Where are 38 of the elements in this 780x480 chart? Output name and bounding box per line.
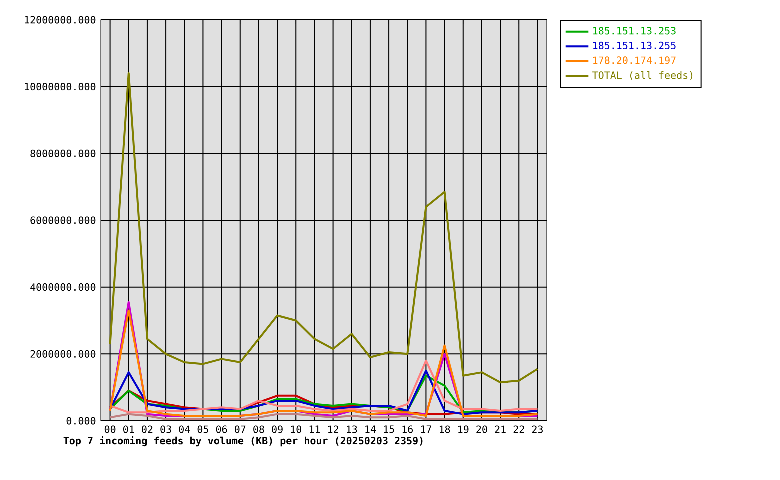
x-tick-label: 13 (347, 426, 358, 434)
x-tick-label: 06 (216, 426, 228, 434)
x-tick-label: 04 (179, 426, 190, 434)
x-tick-label: 09 (272, 426, 283, 434)
y-tick-label: 12000000.000 (25, 16, 96, 24)
x-tick-label: 00 (104, 426, 116, 434)
text: Top 7 incoming feeds by volume (KB) per hour (20250203 2359) (64, 436, 423, 447)
line-series (109, 72, 539, 384)
x-tick-label: 20 (476, 426, 488, 434)
x-tick-label: 21 (495, 426, 506, 434)
x-tick-label: 22 (514, 426, 524, 434)
x-tick-label: 16 (402, 426, 413, 434)
x-tick-label: 23 (532, 426, 543, 434)
y-tick-label: 2000000.000 (30, 350, 96, 358)
x-tick-label: 08 (254, 426, 264, 434)
legend-label: 178.20.174.197 (594, 56, 676, 64)
x-tick-label: 07 (235, 426, 246, 434)
legend-label: 185.151.13.255 (594, 42, 676, 50)
y-tick-label: 6000000.000 (30, 216, 96, 224)
x-tick-label: 11 (310, 426, 320, 433)
x-tick-label: 01 (124, 426, 134, 434)
y-tick-label: 0.000 (66, 417, 96, 425)
x-tick-label: 14 (366, 426, 376, 433)
x-tick-label: 17 (421, 426, 432, 433)
legend-label: 185.151.13.253 (594, 27, 676, 35)
y-tick-label: 10000000.000 (25, 83, 96, 91)
x-tick-label: 02 (142, 426, 153, 434)
legend-label: TOTAL (all feeds) (592, 71, 693, 80)
x-tick-label: 05 (198, 426, 208, 434)
x-tick-label: 15 (384, 426, 394, 434)
y-tick-label: 4000000.000 (30, 284, 96, 292)
x-tick-label: 10 (291, 426, 302, 434)
line-series (109, 360, 539, 414)
x-tick-label: 03 (160, 426, 172, 434)
x-tick-label: 12 (328, 426, 338, 434)
y-tick-label: 8000000.000 (30, 150, 96, 158)
x-tick-label: 19 (458, 426, 469, 434)
x-tick-label: 18 (440, 426, 450, 434)
